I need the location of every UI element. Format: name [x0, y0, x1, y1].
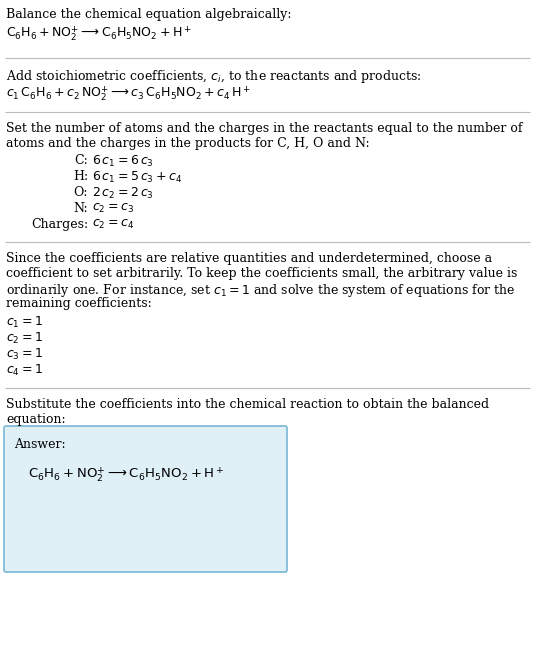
Text: $c_2 = 1$: $c_2 = 1$ [6, 331, 43, 346]
Text: Answer:: Answer: [14, 438, 66, 451]
Text: O:: O: [73, 186, 88, 199]
Text: $c_4 = 1$: $c_4 = 1$ [6, 363, 43, 378]
Text: Charges:: Charges: [31, 218, 88, 231]
Text: C:: C: [74, 154, 88, 167]
Text: Balance the chemical equation algebraically:: Balance the chemical equation algebraica… [6, 8, 292, 21]
Text: Since the coefficients are relative quantities and underdetermined, choose a: Since the coefficients are relative quan… [6, 252, 492, 265]
Text: $c_2 = c_4$: $c_2 = c_4$ [92, 218, 134, 231]
Text: equation:: equation: [6, 413, 66, 426]
Text: Add stoichiometric coefficients, $c_i$, to the reactants and products:: Add stoichiometric coefficients, $c_i$, … [6, 68, 422, 85]
Text: coefficient to set arbitrarily. To keep the coefficients small, the arbitrary va: coefficient to set arbitrarily. To keep … [6, 267, 517, 280]
FancyBboxPatch shape [4, 426, 287, 572]
Text: $c_2 = c_3$: $c_2 = c_3$ [92, 202, 134, 215]
Text: H:: H: [73, 170, 88, 183]
Text: $c_3 = 1$: $c_3 = 1$ [6, 347, 43, 362]
Text: atoms and the charges in the products for C, H, O and N:: atoms and the charges in the products fo… [6, 137, 370, 150]
Text: $6\,c_1 = 5\,c_3 + c_4$: $6\,c_1 = 5\,c_3 + c_4$ [92, 170, 182, 185]
Text: $c_1 = 1$: $c_1 = 1$ [6, 315, 43, 330]
Text: Set the number of atoms and the charges in the reactants equal to the number of: Set the number of atoms and the charges … [6, 122, 523, 135]
Text: Substitute the coefficients into the chemical reaction to obtain the balanced: Substitute the coefficients into the che… [6, 398, 489, 411]
Text: remaining coefficients:: remaining coefficients: [6, 297, 152, 310]
Text: $6\,c_1 = 6\,c_3$: $6\,c_1 = 6\,c_3$ [92, 154, 154, 169]
Text: ordinarily one. For instance, set $c_1 = 1$ and solve the system of equations fo: ordinarily one. For instance, set $c_1 =… [6, 282, 516, 299]
Text: $2\,c_2 = 2\,c_3$: $2\,c_2 = 2\,c_3$ [92, 186, 154, 201]
Text: $\mathregular{C_6H_6 + NO_2^{+} \longrightarrow C_6H_5NO_2 + H^+}$: $\mathregular{C_6H_6 + NO_2^{+} \longrig… [28, 465, 225, 484]
Text: $\mathregular{C_6H_6 + NO_2^{+} \longrightarrow C_6H_5NO_2 + H^+}$: $\mathregular{C_6H_6 + NO_2^{+} \longrig… [6, 24, 192, 43]
Text: N:: N: [73, 202, 88, 215]
Text: $c_1\, \mathregular{C_6H_6} + c_2\, \mathregular{NO_2^{+}} \longrightarrow c_3\,: $c_1\, \mathregular{C_6H_6} + c_2\, \mat… [6, 84, 251, 103]
